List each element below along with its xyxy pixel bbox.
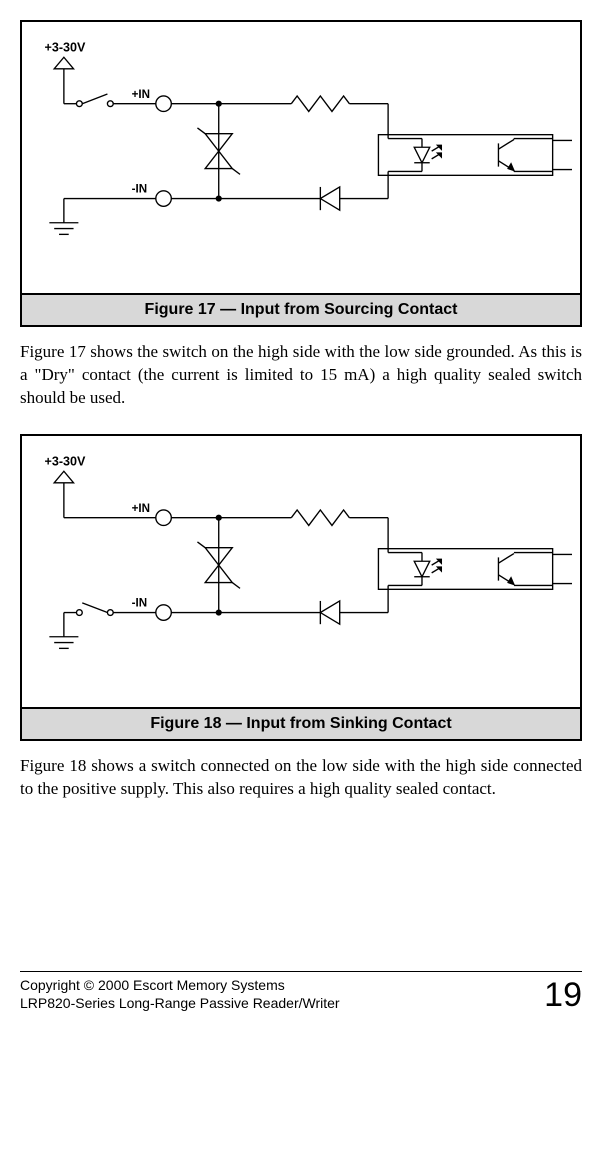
plus-in-label: +IN bbox=[132, 88, 150, 101]
figure-18: +3-30V +IN bbox=[20, 434, 582, 741]
minus-in-label: -IN bbox=[132, 597, 147, 610]
figure-17-diagram: +3-30V +IN bbox=[22, 22, 580, 293]
supply-label: +3-30V bbox=[45, 40, 87, 54]
minus-in-label: -IN bbox=[132, 183, 147, 196]
copyright-line: Copyright © 2000 Escort Memory Systems bbox=[20, 976, 340, 994]
paragraph-18: Figure 18 shows a switch connected on th… bbox=[20, 755, 582, 801]
circuit-diagram-18: +3-30V +IN bbox=[30, 444, 572, 694]
paragraph-17: Figure 17 shows the switch on the high s… bbox=[20, 341, 582, 410]
figure-17: +3-30V +IN bbox=[20, 20, 582, 327]
footer-text: Copyright © 2000 Escort Memory Systems L… bbox=[20, 976, 340, 1012]
page-number: 19 bbox=[544, 978, 582, 1012]
plus-in-label: +IN bbox=[132, 502, 150, 515]
product-line: LRP820-Series Long-Range Passive Reader/… bbox=[20, 994, 340, 1012]
figure-18-caption: Figure 18 — Input from Sinking Contact bbox=[22, 707, 580, 739]
page-footer: Copyright © 2000 Escort Memory Systems L… bbox=[20, 971, 582, 1012]
supply-label: +3-30V bbox=[45, 454, 87, 468]
figure-18-diagram: +3-30V +IN bbox=[22, 436, 580, 707]
figure-17-caption: Figure 17 — Input from Sourcing Contact bbox=[22, 293, 580, 325]
circuit-diagram-17: +3-30V +IN bbox=[30, 30, 572, 280]
